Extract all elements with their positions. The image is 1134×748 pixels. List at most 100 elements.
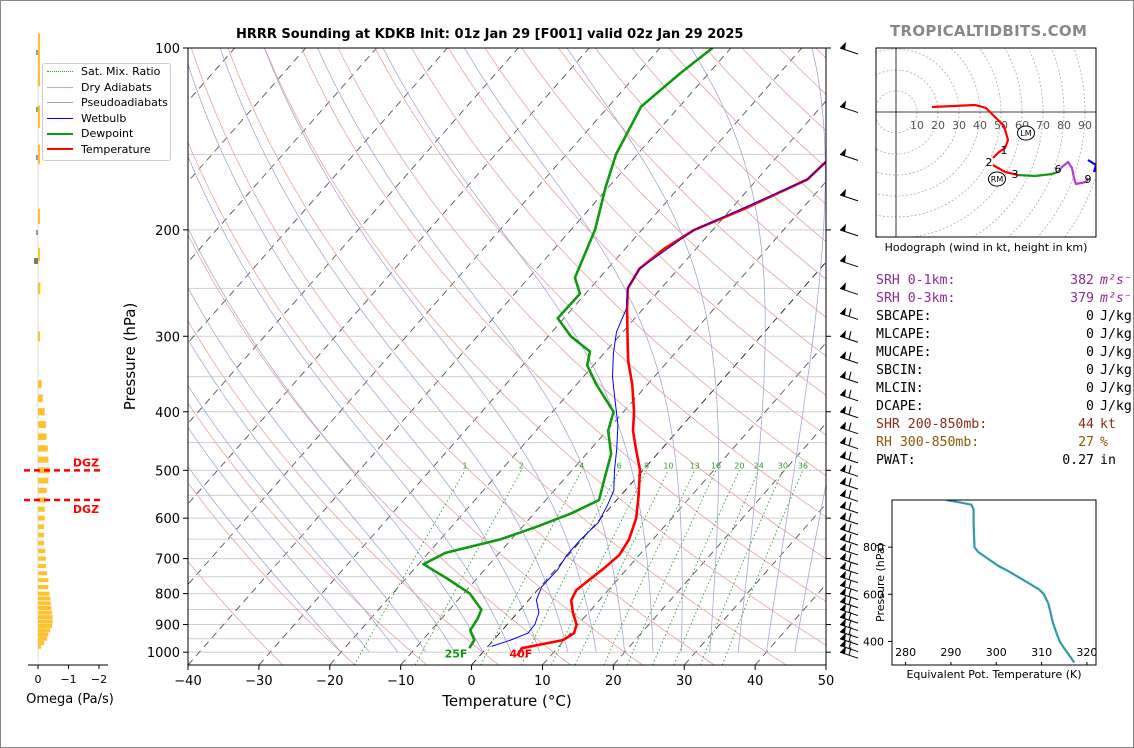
moist-adiabat <box>188 155 512 653</box>
omega-bar <box>38 563 46 569</box>
wind-barb <box>839 370 859 384</box>
hodograph-ring-label: 80 <box>1057 119 1071 132</box>
dry-adiabat <box>301 48 826 603</box>
param-label: SHR 200-850mb: <box>876 417 988 432</box>
wind-barb <box>839 639 859 653</box>
theta-e-frame <box>891 499 1097 666</box>
mixing-ratio-line <box>353 470 466 665</box>
hodograph-trace <box>1057 160 1089 186</box>
isotherm <box>329 100 826 665</box>
wind-barb <box>839 595 859 609</box>
param-label: SBCIN: <box>876 363 924 378</box>
omega-bar <box>38 578 49 583</box>
omega-bar <box>38 433 47 441</box>
x-tick-label: 20 <box>605 674 622 689</box>
omega-bar <box>38 606 52 611</box>
dry-adiabat <box>558 48 826 318</box>
dgz-label: DGZ <box>73 456 99 469</box>
y-tick-label: 200 <box>155 224 180 239</box>
wind-barb <box>839 351 859 364</box>
isotherm <box>612 422 826 665</box>
mixing-ratio-line <box>673 470 760 665</box>
y-tick-label: 500 <box>155 464 180 479</box>
omega-bar <box>38 610 53 615</box>
omega-bar <box>38 624 53 629</box>
hodograph-ring-label: 30 <box>952 119 966 132</box>
dry-adiabat <box>447 48 826 436</box>
omega-bar <box>38 331 40 342</box>
y-tick-label: 600 <box>155 512 180 527</box>
param-unit: m²s⁻² <box>1100 291 1134 306</box>
dry-adiabat <box>521 48 826 357</box>
wind-barb <box>839 500 859 514</box>
x-tick-label: −30 <box>245 674 272 689</box>
hodograph-height-marker: 1 <box>1001 144 1008 157</box>
wind-barb <box>839 533 859 546</box>
omega-bar <box>38 144 40 165</box>
wind-barb <box>839 561 859 575</box>
x-axis-label: Temperature (°C) <box>441 692 571 710</box>
legend-item: Wetbulb <box>47 111 170 127</box>
chart-title: HRRR Sounding at KDKB Init: 01z Jan 29 [… <box>236 27 744 42</box>
param-value: 379 <box>1070 291 1094 306</box>
legend-swatch <box>47 102 73 104</box>
theta-e-line <box>946 500 1076 664</box>
param-label: MLCAPE: <box>876 327 932 342</box>
legend-label: Pseudoadiabats <box>81 96 168 110</box>
omega-bar <box>38 33 40 63</box>
param-value: 44 <box>1078 417 1094 432</box>
omega-bar <box>38 408 45 416</box>
omega-axis-label: Omega (Pa/s) <box>26 692 114 707</box>
wind-barb <box>839 405 859 419</box>
mixing-ratio-label: 13 <box>690 461 700 470</box>
mixing-ratio-label: 6 <box>617 461 622 470</box>
omega-bar <box>36 230 38 235</box>
hodograph-height-marker: 9 <box>1085 173 1092 186</box>
mixing-ratio-label: 30 <box>778 461 788 470</box>
dry-adiabat <box>188 482 356 665</box>
mixing-ratio-line <box>721 470 804 665</box>
moist-adiabat <box>317 48 625 653</box>
theta-e-y-tick-label: 400 <box>863 635 884 648</box>
mixing-ratio-label: 1 <box>462 461 467 470</box>
omega-bar <box>38 556 46 561</box>
theta-e-y-label: Pressure (hPa) <box>874 543 887 622</box>
skew-t-axes-frame <box>187 47 827 666</box>
hodograph-height-marker: 3 <box>1012 168 1019 181</box>
omega-bar <box>38 540 45 546</box>
param-row: SRH 0-3km: 379 m²s⁻² <box>876 290 1134 308</box>
param-unit: J/kg <box>1100 363 1132 378</box>
legend-swatch <box>47 117 73 119</box>
omega-bar <box>38 497 46 503</box>
hodograph-caption: Hodograph (wind in kt, height in km) <box>885 241 1088 254</box>
wind-barb <box>839 543 859 556</box>
omega-bar <box>38 585 49 590</box>
omega-tick-label: −2 <box>91 673 107 686</box>
isotherm <box>400 180 826 665</box>
param-unit: J/kg <box>1100 381 1132 396</box>
omega-bar <box>38 248 40 262</box>
param-label: DCAPE: <box>876 399 924 414</box>
omega-bar <box>38 524 45 530</box>
mixing-ratio-label: 8 <box>644 461 649 470</box>
mixing-ratio-label: 4 <box>579 461 584 470</box>
moist-adiabat <box>690 48 766 653</box>
mixing-ratio-label: 10 <box>663 461 673 470</box>
y-tick-label: 800 <box>155 588 180 603</box>
storm-motion-label: LM <box>1020 129 1031 138</box>
omega-bar <box>38 380 42 389</box>
theta-e-chart: 280 290 300 310 320 400 600 800 Equivalent Pot. … <box>863 499 1097 681</box>
moist-adiabat <box>188 62 540 653</box>
omega-bar <box>38 619 53 624</box>
theta-e-y-tick-label: 800 <box>863 541 884 554</box>
param-value: 0 <box>1086 327 1094 342</box>
omega-bar <box>38 282 41 295</box>
param-row: SBCIN: 0 J/kg <box>876 362 1134 380</box>
x-tick-label: 10 <box>534 674 551 689</box>
moist-adiabat <box>794 482 826 653</box>
param-label: SRH 0-1km: <box>876 273 956 288</box>
hodograph-ring-label: 40 <box>973 119 987 132</box>
theta-e-x-label: Equivalent Pot. Temperature (K) <box>906 668 1081 681</box>
dry-adiabat <box>188 320 499 665</box>
isotherm <box>258 48 803 665</box>
